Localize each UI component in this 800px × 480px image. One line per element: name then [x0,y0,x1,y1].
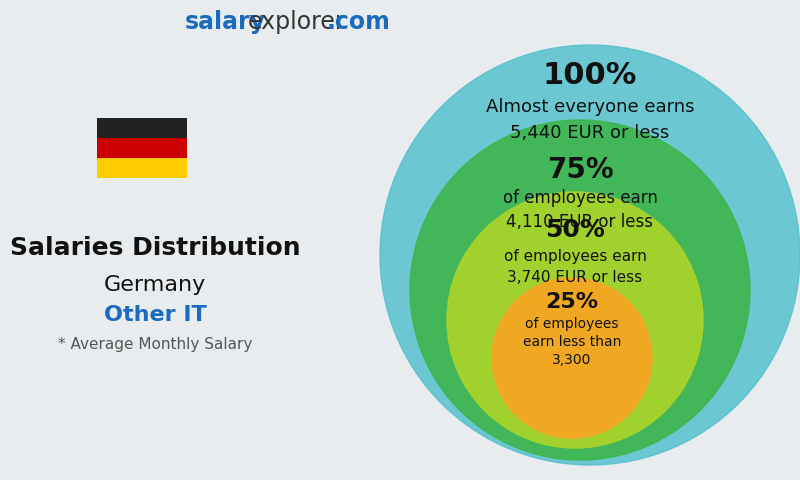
Text: * Average Monthly Salary: * Average Monthly Salary [58,337,252,352]
Text: explorer: explorer [248,10,346,34]
Text: 4,110 EUR or less: 4,110 EUR or less [506,213,654,231]
Text: 3,300: 3,300 [552,353,592,367]
Circle shape [492,278,652,438]
Text: Salaries Distribution: Salaries Distribution [10,236,300,260]
Text: Other IT: Other IT [104,305,206,325]
Text: Germany: Germany [104,275,206,295]
Bar [97,138,187,158]
Text: 50%: 50% [545,218,605,242]
Circle shape [410,120,750,460]
Text: 25%: 25% [546,292,598,312]
Circle shape [380,45,800,465]
Text: 75%: 75% [546,156,614,184]
Text: 100%: 100% [543,60,637,89]
Circle shape [447,192,703,448]
Bar [97,118,187,138]
Bar [97,158,187,178]
Text: 3,740 EUR or less: 3,740 EUR or less [507,271,642,286]
Text: of employees: of employees [526,317,618,331]
Text: salary: salary [185,10,266,34]
Text: Almost everyone earns: Almost everyone earns [486,98,694,116]
Text: .com: .com [327,10,391,34]
Text: 5,440 EUR or less: 5,440 EUR or less [510,124,670,142]
Text: earn less than: earn less than [523,335,621,349]
Text: of employees earn: of employees earn [502,189,658,207]
Text: of employees earn: of employees earn [503,249,646,264]
